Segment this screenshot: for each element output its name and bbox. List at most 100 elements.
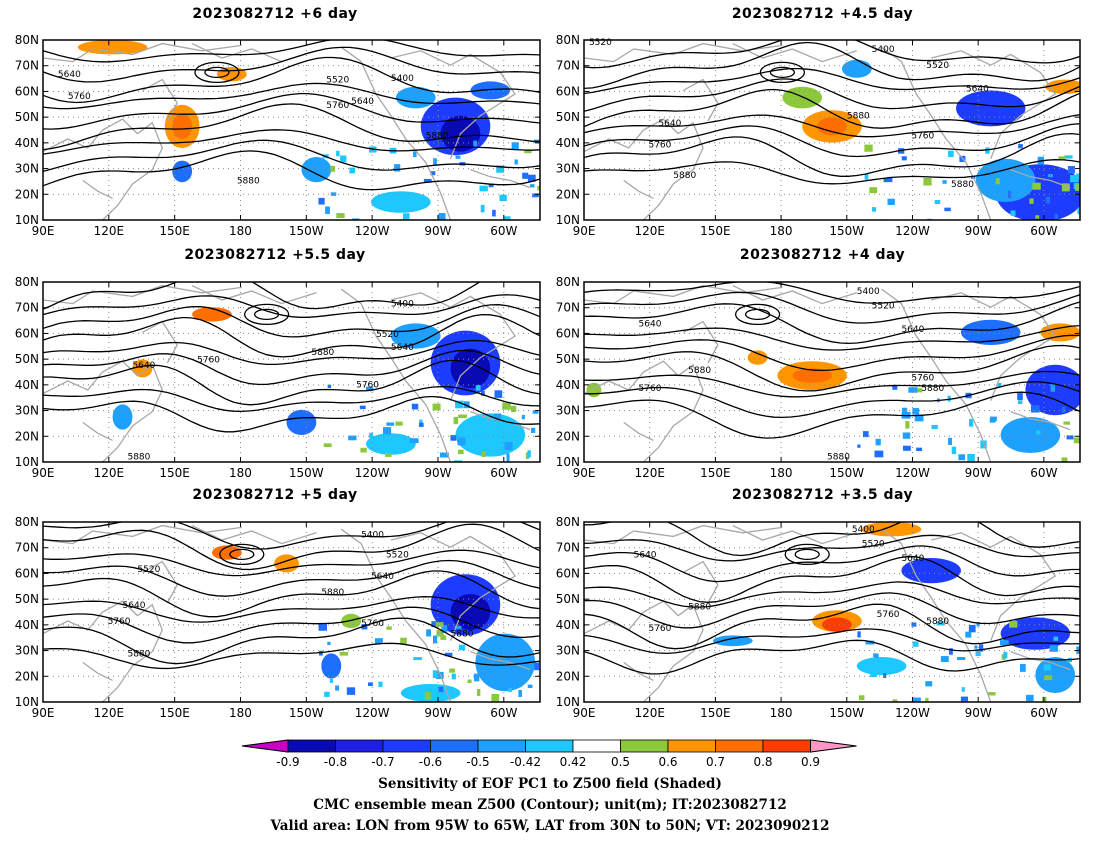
coastline	[390, 292, 517, 402]
shaded-speckle	[527, 450, 531, 458]
shaded-speckle	[532, 193, 539, 198]
shaded-sensitivity-area	[712, 635, 753, 647]
coastline	[623, 421, 654, 441]
shaded-speckle	[1010, 210, 1016, 216]
z500-contour	[43, 385, 540, 413]
z500-contour	[784, 543, 830, 566]
shaded-speckle	[989, 418, 996, 423]
colorbar-segment	[287, 739, 336, 753]
contour-label: 5520	[386, 550, 409, 560]
lat-tick-label: 60N	[556, 84, 580, 98]
panel-title: 2023082712 +6 day	[192, 6, 358, 22]
shaded-speckle	[488, 183, 494, 188]
lon-tick-label: 90W	[424, 224, 451, 238]
lon-tick-label: 150E	[159, 224, 190, 238]
shaded-speckle	[463, 401, 470, 409]
lat-tick-label: 70N	[15, 301, 39, 315]
shaded-speckle	[506, 453, 510, 462]
shaded-speckle	[902, 407, 908, 416]
z500-contour	[43, 523, 540, 571]
z500-contour	[584, 603, 1080, 650]
shaded-speckle	[942, 180, 947, 184]
shaded-speckle	[865, 640, 875, 645]
shaded-speckle	[985, 147, 990, 154]
lat-tick-label: 40N	[556, 136, 580, 150]
shaded-speckle	[934, 200, 941, 204]
z500-contour	[584, 78, 1080, 112]
shaded-speckle	[517, 682, 522, 688]
shaded-speckle	[426, 629, 432, 637]
lat-tick-label: 50N	[556, 592, 580, 606]
coastline	[584, 524, 783, 545]
shaded-speckle	[1049, 645, 1058, 652]
shaded-speckle	[870, 669, 877, 678]
shaded-speckle	[410, 438, 419, 443]
contour-label: 5640	[901, 554, 924, 564]
contour-label: 5880	[127, 453, 150, 463]
shaded-speckle	[883, 673, 887, 679]
shaded-speckle	[936, 621, 945, 626]
shaded-speckle	[931, 424, 938, 430]
lon-tick-label: 180	[770, 706, 793, 720]
z500-contour	[43, 596, 540, 623]
shaded-speckle	[378, 681, 383, 687]
shaded-speckle	[1009, 621, 1018, 628]
lat-tick-label: 30N	[556, 644, 580, 658]
z500-contour	[584, 40, 1080, 69]
z500-contour	[43, 559, 540, 597]
contour-label: 5400	[872, 45, 895, 55]
shaded-speckle	[1076, 173, 1080, 180]
shaded-speckle	[892, 384, 898, 390]
shaded-speckle	[944, 207, 951, 212]
lat-tick-label: 30N	[15, 404, 39, 418]
contour-label: 5880	[127, 649, 150, 659]
shaded-speckle	[336, 213, 345, 219]
z500-contour	[43, 282, 481, 310]
map-frame	[583, 521, 1081, 703]
shaded-speckle	[1035, 215, 1040, 219]
coastline	[1010, 168, 1071, 189]
shaded-speckle	[965, 631, 972, 638]
shaded-speckle	[327, 384, 332, 389]
shaded-speckle	[864, 144, 873, 152]
shaded-sensitivity-area	[470, 81, 511, 100]
shaded-speckle	[1054, 213, 1058, 220]
shaded-speckle	[518, 689, 522, 697]
contour-label: 5760	[911, 131, 934, 141]
lon-tick-label: 60W	[1030, 224, 1057, 238]
coastline	[390, 532, 517, 642]
shaded-speckle	[531, 427, 536, 433]
shaded-speckle	[969, 418, 974, 427]
lat-tick-label: 10N	[556, 455, 580, 469]
z500-contour	[43, 359, 540, 406]
shaded-speckle	[527, 174, 536, 182]
shaded-speckle	[473, 673, 480, 682]
shaded-speckle	[1064, 155, 1073, 159]
z500-contour	[584, 114, 1080, 138]
shaded-speckle	[903, 445, 911, 451]
lon-tick-label: 150E	[700, 706, 731, 720]
shaded-speckle	[916, 447, 923, 452]
contour-label: 5520	[872, 301, 895, 311]
contour-label: 5640	[351, 97, 374, 107]
contour-label: 5520	[926, 61, 949, 71]
lat-tick-label: 10N	[556, 213, 580, 227]
coastline	[881, 288, 992, 462]
coastline	[191, 285, 317, 305]
z500-contour	[769, 66, 796, 79]
map-panel-3-5day: 2023082712 +3.5 day 5400 5520 5640 5640 5880…	[545, 482, 1100, 727]
panel-title: 2023082712 +5 day	[192, 487, 358, 503]
shaded-speckle	[1017, 400, 1023, 405]
colorbar-under-triangle	[241, 739, 289, 753]
lon-tick-label: 120W	[355, 224, 390, 238]
lon-tick-label: 90W	[965, 466, 992, 480]
lat-tick-label: 20N	[556, 429, 580, 443]
contour-label: 5640	[371, 572, 394, 582]
z500-contour	[43, 313, 540, 358]
shaded-speckle	[974, 645, 978, 649]
contour-label: 5520	[589, 38, 612, 48]
coastline	[191, 43, 317, 63]
colorbar-segment	[335, 739, 384, 753]
contour-label: 5880	[688, 603, 711, 613]
lat-tick-label: 60N	[15, 326, 39, 340]
